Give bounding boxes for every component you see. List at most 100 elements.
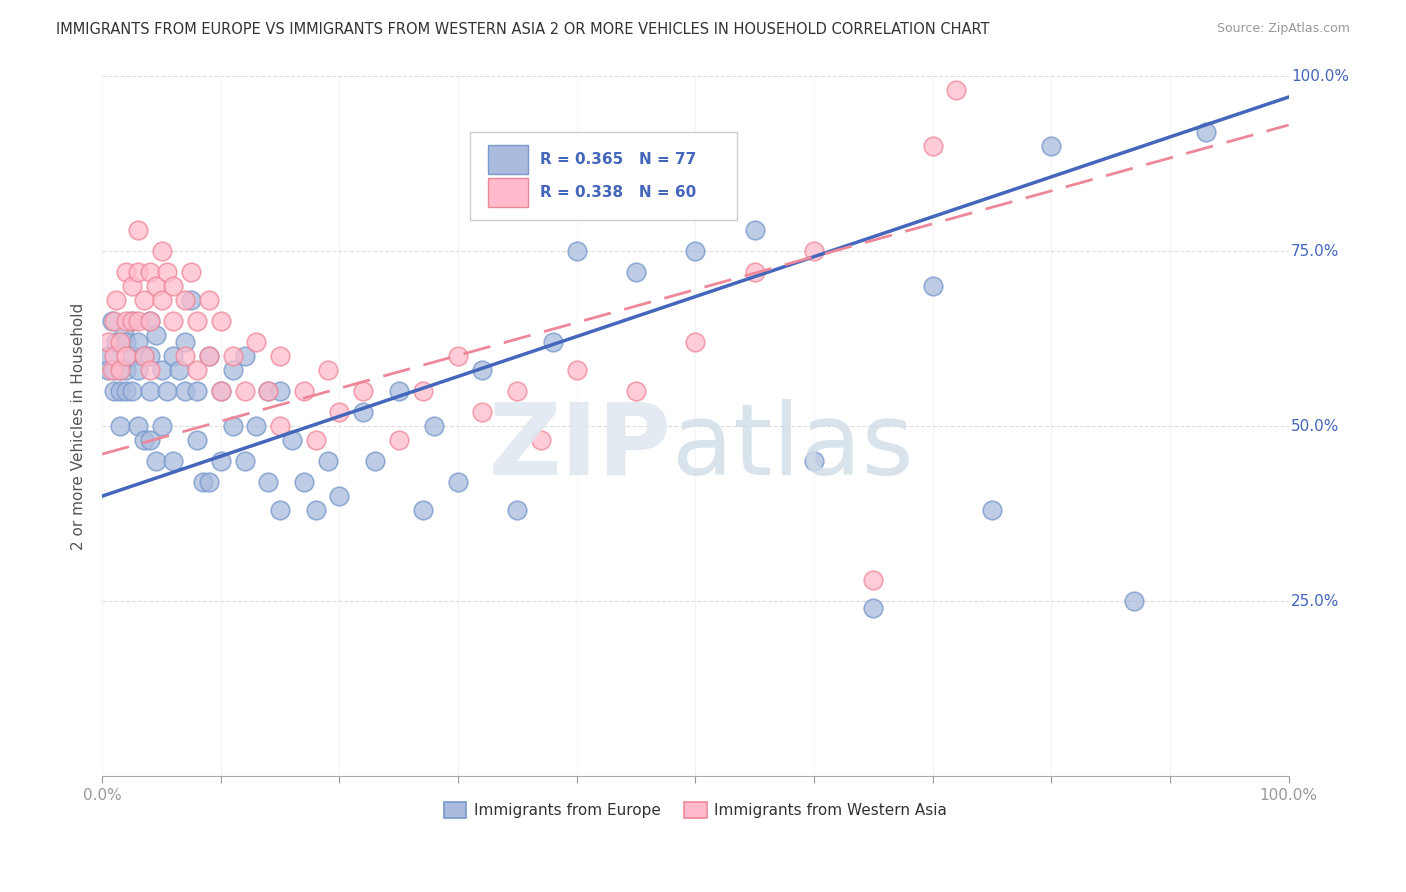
Point — [169, 363, 191, 377]
Point — [292, 475, 315, 489]
Point — [97, 363, 120, 377]
Point — [121, 314, 143, 328]
Point — [209, 384, 232, 398]
Point — [97, 334, 120, 349]
Point — [150, 419, 173, 434]
Point — [305, 433, 328, 447]
Point — [565, 363, 588, 377]
Point — [257, 384, 280, 398]
Point — [198, 349, 221, 363]
Point — [162, 279, 184, 293]
Legend: Immigrants from Europe, Immigrants from Western Asia: Immigrants from Europe, Immigrants from … — [437, 797, 953, 824]
Point — [150, 363, 173, 377]
Point — [305, 503, 328, 517]
Point — [138, 314, 160, 328]
Point — [103, 349, 125, 363]
Point — [174, 334, 197, 349]
Point — [565, 244, 588, 258]
Point — [174, 349, 197, 363]
Point — [921, 279, 943, 293]
Point — [269, 384, 291, 398]
Point — [115, 384, 138, 398]
Point — [541, 334, 564, 349]
Point — [624, 384, 647, 398]
Point — [624, 265, 647, 279]
Point — [121, 279, 143, 293]
Point — [115, 334, 138, 349]
Point — [316, 363, 339, 377]
Point — [127, 314, 149, 328]
Point — [103, 314, 125, 328]
Point — [257, 384, 280, 398]
Point — [744, 223, 766, 237]
Point — [97, 349, 120, 363]
Point — [447, 475, 470, 489]
Text: R = 0.365   N = 77: R = 0.365 N = 77 — [540, 152, 696, 167]
Point — [132, 433, 155, 447]
Point — [388, 384, 411, 398]
Point — [257, 475, 280, 489]
Point — [127, 265, 149, 279]
Text: 50.0%: 50.0% — [1291, 418, 1340, 434]
Point — [156, 384, 179, 398]
Point — [121, 384, 143, 398]
Point — [138, 265, 160, 279]
Point — [222, 349, 245, 363]
Point — [423, 419, 446, 434]
Point — [198, 349, 221, 363]
Point — [108, 363, 131, 377]
Point — [162, 454, 184, 468]
Text: 25.0%: 25.0% — [1291, 594, 1340, 608]
Point — [103, 384, 125, 398]
Point — [127, 334, 149, 349]
Point — [127, 419, 149, 434]
Text: Source: ZipAtlas.com: Source: ZipAtlas.com — [1216, 22, 1350, 36]
Point — [115, 314, 138, 328]
Point — [352, 384, 374, 398]
Text: R = 0.338   N = 60: R = 0.338 N = 60 — [540, 185, 696, 200]
Point — [115, 349, 138, 363]
Point — [803, 454, 825, 468]
FancyBboxPatch shape — [488, 178, 529, 207]
Point — [186, 314, 208, 328]
Point — [132, 349, 155, 363]
Point — [191, 475, 214, 489]
Point — [685, 334, 707, 349]
Point — [921, 139, 943, 153]
Point — [138, 433, 160, 447]
Point — [115, 265, 138, 279]
Point — [174, 293, 197, 307]
Point — [108, 363, 131, 377]
Point — [132, 349, 155, 363]
Point — [138, 314, 160, 328]
Point — [145, 454, 167, 468]
Point — [100, 363, 122, 377]
Point — [145, 328, 167, 343]
Point — [447, 349, 470, 363]
Point — [209, 384, 232, 398]
Point — [186, 433, 208, 447]
Point — [685, 244, 707, 258]
Point — [145, 279, 167, 293]
Point — [281, 433, 304, 447]
Point — [269, 419, 291, 434]
Point — [1194, 125, 1216, 139]
Point — [180, 265, 202, 279]
Point — [112, 328, 135, 343]
Point — [233, 349, 256, 363]
Point — [506, 503, 529, 517]
Point — [328, 489, 350, 503]
Point — [471, 405, 494, 419]
Point — [981, 503, 1004, 517]
Point — [328, 405, 350, 419]
Point — [103, 363, 125, 377]
Point — [108, 334, 131, 349]
Point — [292, 384, 315, 398]
Point — [506, 384, 529, 398]
Point — [138, 384, 160, 398]
FancyBboxPatch shape — [470, 132, 737, 219]
Point — [945, 83, 967, 97]
Point — [186, 363, 208, 377]
Point — [100, 314, 122, 328]
Point — [412, 384, 434, 398]
